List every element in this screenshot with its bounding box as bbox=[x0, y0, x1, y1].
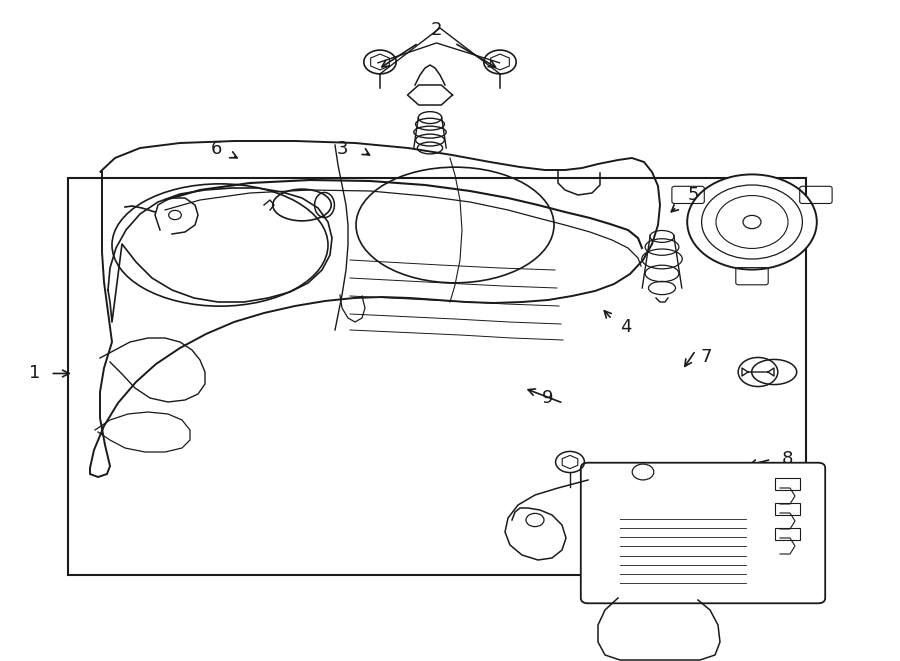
Bar bbox=[775, 528, 800, 540]
FancyBboxPatch shape bbox=[580, 463, 825, 603]
Text: 6: 6 bbox=[211, 139, 221, 158]
Text: 1: 1 bbox=[29, 364, 40, 383]
Text: 4: 4 bbox=[620, 318, 631, 336]
Bar bbox=[68, 178, 806, 575]
Circle shape bbox=[688, 175, 817, 270]
Text: 8: 8 bbox=[782, 450, 793, 469]
Text: 3: 3 bbox=[337, 139, 347, 158]
Bar bbox=[775, 503, 800, 515]
Bar bbox=[775, 478, 800, 490]
Text: 5: 5 bbox=[688, 186, 698, 204]
Text: 2: 2 bbox=[431, 20, 442, 39]
Text: 9: 9 bbox=[542, 389, 553, 407]
Text: 7: 7 bbox=[701, 348, 712, 366]
